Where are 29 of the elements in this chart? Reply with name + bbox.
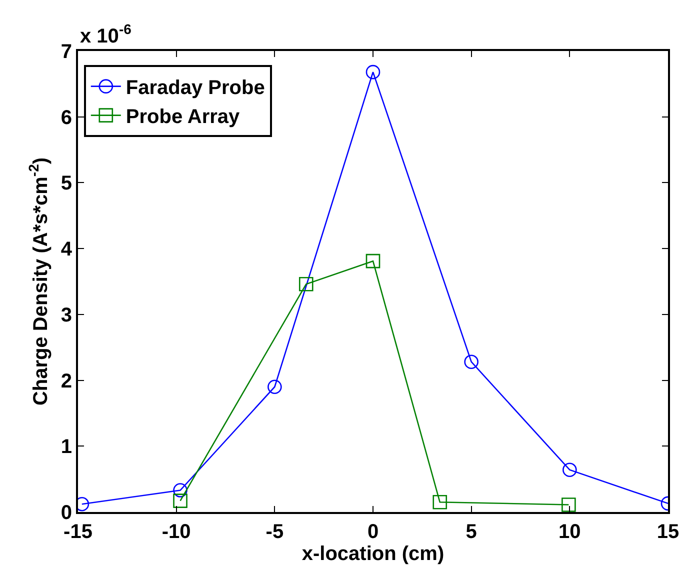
x-axis-title: x-location (cm) [302, 543, 444, 565]
point [268, 380, 282, 394]
y-tick-label: 6 [60, 106, 72, 129]
y-tick-label: 7 [60, 41, 72, 63]
legend-label: Faraday Probe [126, 77, 265, 100]
x-tick-label: 0 [367, 521, 379, 543]
y-tick-label: 5 [60, 172, 72, 195]
point [366, 254, 380, 268]
point [464, 354, 478, 369]
point [298, 276, 314, 292]
legend-label: Probe Array [126, 106, 241, 128]
x-tick-label: -5 [266, 521, 284, 543]
point [366, 64, 380, 80]
point [562, 462, 577, 477]
x-tick-label: -10 [162, 521, 191, 543]
point [173, 494, 188, 508]
point [562, 498, 576, 512]
y-tick-label: 0 [60, 502, 72, 524]
x-tick-label: 15 [656, 521, 680, 543]
x-tick-label: -15 [64, 521, 92, 543]
y-tick-label: 2 [60, 370, 72, 392]
point [173, 483, 188, 498]
x-tick-label: 10 [558, 521, 581, 543]
x-tick-label: 5 [466, 521, 477, 543]
y-tick-label: 4 [60, 238, 73, 261]
y-tick-label: 3 [60, 304, 72, 326]
y-tick-label: 1 [60, 436, 72, 458]
point [432, 494, 448, 510]
text: x 10$^{-6}$ [80, 21, 132, 48]
